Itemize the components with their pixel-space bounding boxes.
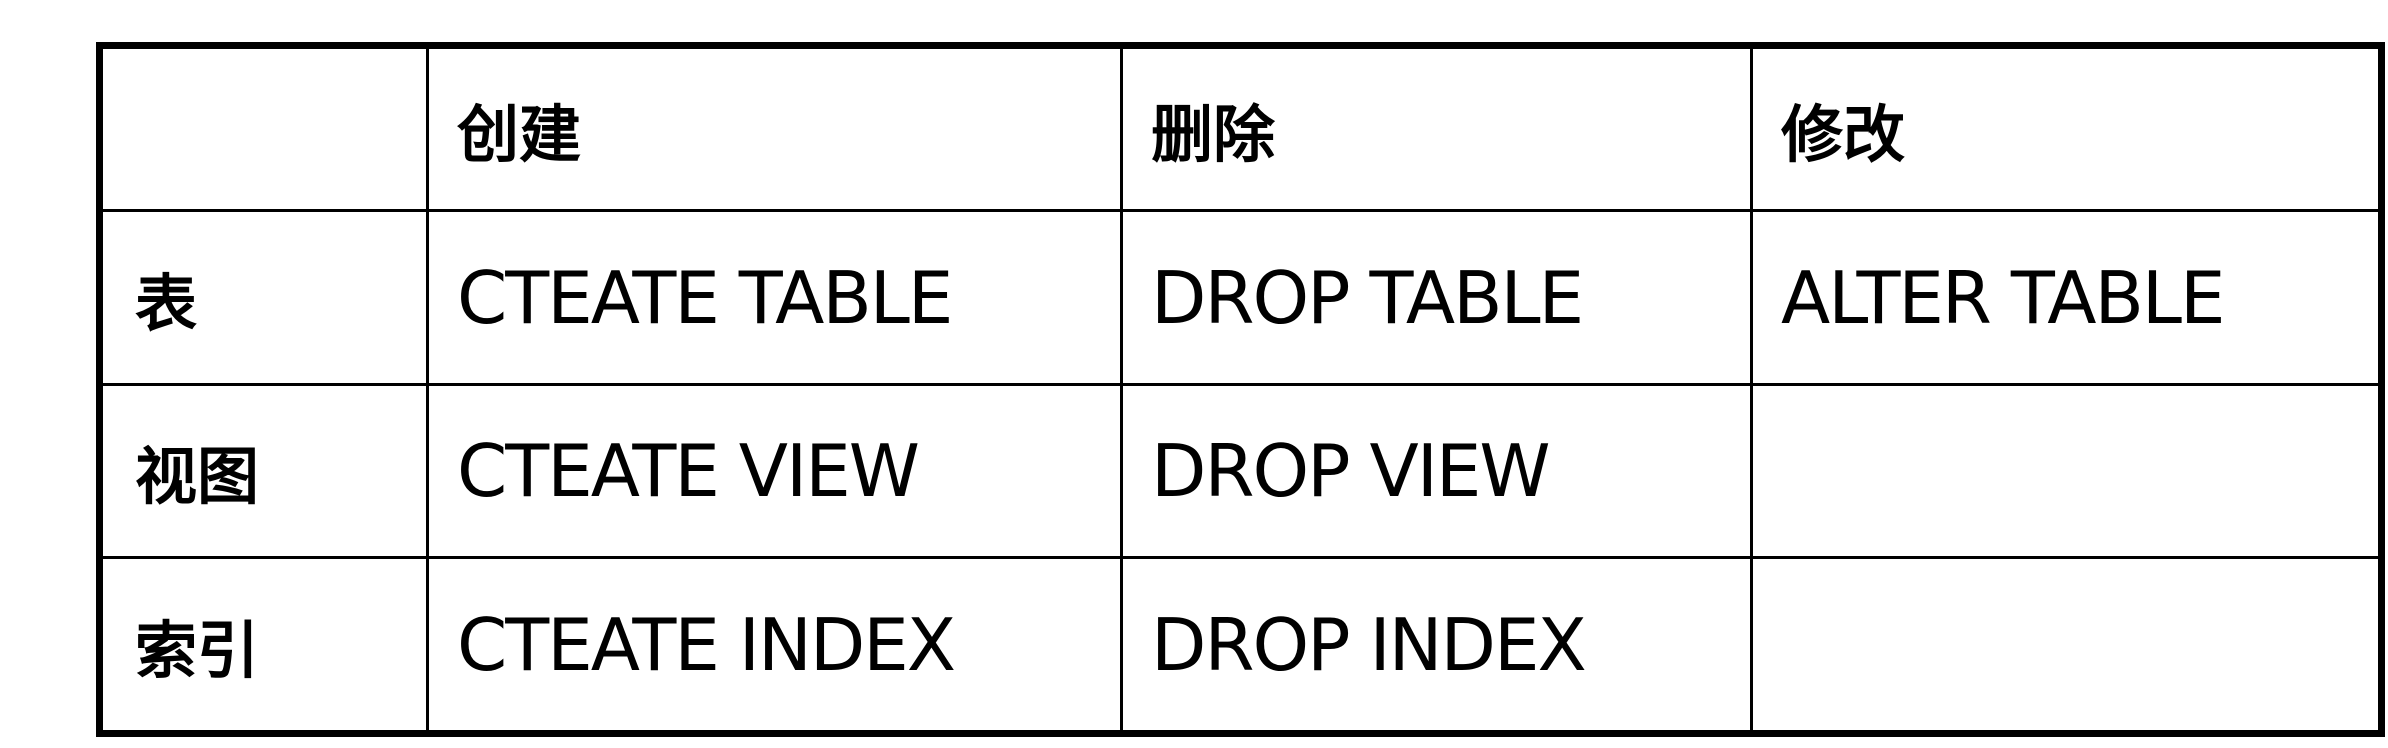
corner-cell: [98, 44, 429, 212]
table-row: 视图 CTEATE VIEW DROP VIEW: [98, 383, 2383, 559]
cell-alter-view: [1750, 383, 2383, 559]
cell-drop-index: DROP INDEX: [1120, 556, 1753, 735]
cell-create-index: CTEATE INDEX: [426, 556, 1123, 735]
table-row: 表 CTEATE TABLE DROP TABLE ALTER TABLE: [98, 209, 2383, 386]
column-header-create: 创建: [426, 44, 1123, 212]
row-header-index: 索引: [98, 556, 429, 735]
cell-alter-table: ALTER TABLE: [1750, 209, 2383, 386]
cell-drop-view: DROP VIEW: [1120, 383, 1753, 559]
table-row: 索引 CTEATE INDEX DROP INDEX: [98, 556, 2383, 735]
table-header-row: 创建 删除 修改: [98, 44, 2383, 212]
row-header-view: 视图: [98, 383, 429, 559]
cell-alter-index: [1750, 556, 2383, 735]
row-header-table: 表: [98, 209, 429, 386]
cell-create-view: CTEATE VIEW: [426, 383, 1123, 559]
sql-commands-table: 创建 删除 修改 表 CTEATE TABLE DROP TABLE ALTER…: [96, 42, 2385, 737]
cell-drop-table: DROP TABLE: [1120, 209, 1753, 386]
column-header-drop: 删除: [1120, 44, 1753, 212]
cell-create-table: CTEATE TABLE: [426, 209, 1123, 386]
column-header-alter: 修改: [1750, 44, 2383, 212]
